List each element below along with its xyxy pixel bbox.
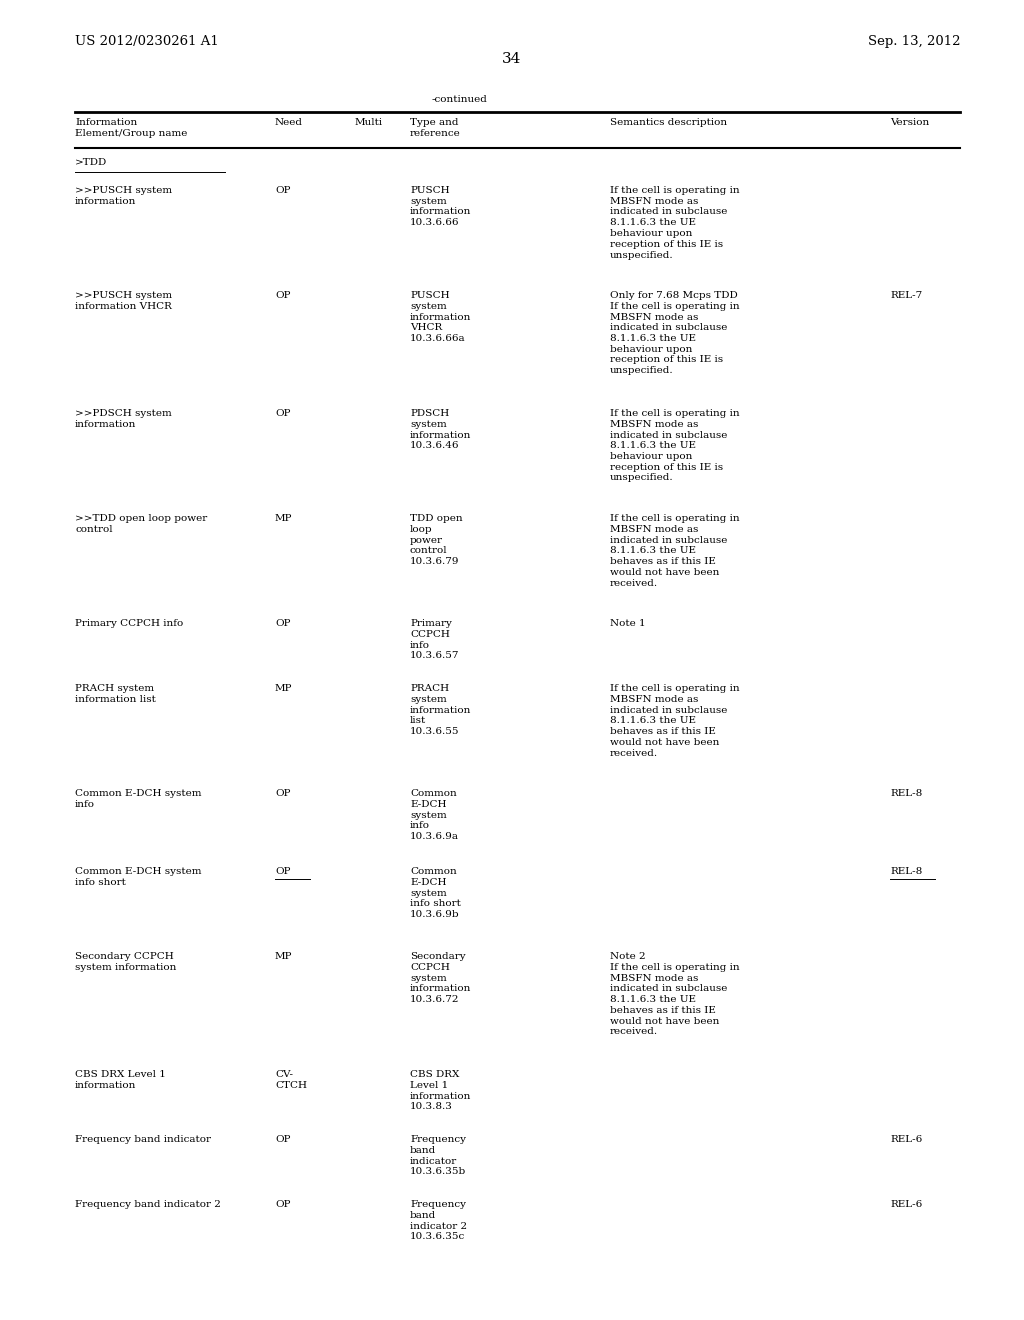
Text: If the cell is operating in
MBSFN mode as
indicated in subclause
8.1.1.6.3 the U: If the cell is operating in MBSFN mode a… xyxy=(610,186,739,260)
Text: OP: OP xyxy=(275,1200,291,1209)
Text: Frequency
band
indicator
10.3.6.35b: Frequency band indicator 10.3.6.35b xyxy=(410,1135,466,1176)
Text: >>TDD open loop power
control: >>TDD open loop power control xyxy=(75,513,207,533)
Text: If the cell is operating in
MBSFN mode as
indicated in subclause
8.1.1.6.3 the U: If the cell is operating in MBSFN mode a… xyxy=(610,684,739,758)
Text: Only for 7.68 Mcps TDD
If the cell is operating in
MBSFN mode as
indicated in su: Only for 7.68 Mcps TDD If the cell is op… xyxy=(610,290,739,375)
Text: Multi: Multi xyxy=(355,117,383,127)
Text: Frequency
band
indicator 2
10.3.6.35c: Frequency band indicator 2 10.3.6.35c xyxy=(410,1200,467,1241)
Text: 34: 34 xyxy=(503,51,521,66)
Text: PRACH system
information list: PRACH system information list xyxy=(75,684,156,704)
Text: CBS DRX Level 1
information: CBS DRX Level 1 information xyxy=(75,1071,166,1090)
Text: OP: OP xyxy=(275,186,291,195)
Text: >>PDSCH system
information: >>PDSCH system information xyxy=(75,409,172,429)
Text: Information
Element/Group name: Information Element/Group name xyxy=(75,117,187,137)
Text: US 2012/0230261 A1: US 2012/0230261 A1 xyxy=(75,36,219,48)
Text: Common E-DCH system
info: Common E-DCH system info xyxy=(75,789,202,809)
Text: TDD open
loop
power
control
10.3.6.79: TDD open loop power control 10.3.6.79 xyxy=(410,513,463,566)
Text: Note 1: Note 1 xyxy=(610,619,645,628)
Text: REL-8: REL-8 xyxy=(890,789,923,799)
Text: MP: MP xyxy=(275,684,293,693)
Text: Common
E-DCH
system
info short
10.3.6.9b: Common E-DCH system info short 10.3.6.9b xyxy=(410,867,461,919)
Text: Common
E-DCH
system
info
10.3.6.9a: Common E-DCH system info 10.3.6.9a xyxy=(410,789,459,841)
Text: PDSCH
system
information
10.3.6.46: PDSCH system information 10.3.6.46 xyxy=(410,409,471,450)
Text: Sep. 13, 2012: Sep. 13, 2012 xyxy=(867,36,961,48)
Text: PUSCH
system
information
VHCR
10.3.6.66a: PUSCH system information VHCR 10.3.6.66a xyxy=(410,290,471,343)
Text: Note 2
If the cell is operating in
MBSFN mode as
indicated in subclause
8.1.1.6.: Note 2 If the cell is operating in MBSFN… xyxy=(610,952,739,1036)
Text: Frequency band indicator: Frequency band indicator xyxy=(75,1135,211,1144)
Text: REL-6: REL-6 xyxy=(890,1135,923,1144)
Text: Common E-DCH system
info short: Common E-DCH system info short xyxy=(75,867,202,887)
Text: Version: Version xyxy=(890,117,929,127)
Text: OP: OP xyxy=(275,290,291,300)
Text: Frequency band indicator 2: Frequency band indicator 2 xyxy=(75,1200,221,1209)
Text: Semantics description: Semantics description xyxy=(610,117,727,127)
Text: Primary
CCPCH
info
10.3.6.57: Primary CCPCH info 10.3.6.57 xyxy=(410,619,460,660)
Text: CBS DRX
Level 1
information
10.3.8.3: CBS DRX Level 1 information 10.3.8.3 xyxy=(410,1071,471,1111)
Text: Type and
reference: Type and reference xyxy=(410,117,461,137)
Text: If the cell is operating in
MBSFN mode as
indicated in subclause
8.1.1.6.3 the U: If the cell is operating in MBSFN mode a… xyxy=(610,513,739,587)
Text: PRACH
system
information
list
10.3.6.55: PRACH system information list 10.3.6.55 xyxy=(410,684,471,737)
Text: REL-6: REL-6 xyxy=(890,1200,923,1209)
Text: MP: MP xyxy=(275,952,293,961)
Text: OP: OP xyxy=(275,789,291,799)
Text: >>PUSCH system
information VHCR: >>PUSCH system information VHCR xyxy=(75,290,172,310)
Text: OP: OP xyxy=(275,409,291,418)
Text: REL-8: REL-8 xyxy=(890,867,923,876)
Text: >TDD: >TDD xyxy=(75,158,108,168)
Text: Secondary
CCPCH
system
information
10.3.6.72: Secondary CCPCH system information 10.3.… xyxy=(410,952,471,1005)
Text: Need: Need xyxy=(275,117,303,127)
Text: Secondary CCPCH
system information: Secondary CCPCH system information xyxy=(75,952,176,972)
Text: MP: MP xyxy=(275,513,293,523)
Text: Primary CCPCH info: Primary CCPCH info xyxy=(75,619,183,628)
Text: -continued: -continued xyxy=(432,95,487,104)
Text: OP: OP xyxy=(275,619,291,628)
Text: OP: OP xyxy=(275,867,291,876)
Text: >>PUSCH system
information: >>PUSCH system information xyxy=(75,186,172,206)
Text: If the cell is operating in
MBSFN mode as
indicated in subclause
8.1.1.6.3 the U: If the cell is operating in MBSFN mode a… xyxy=(610,409,739,483)
Text: CV-
CTCH: CV- CTCH xyxy=(275,1071,307,1090)
Text: OP: OP xyxy=(275,1135,291,1144)
Text: PUSCH
system
information
10.3.6.66: PUSCH system information 10.3.6.66 xyxy=(410,186,471,227)
Text: REL-7: REL-7 xyxy=(890,290,923,300)
